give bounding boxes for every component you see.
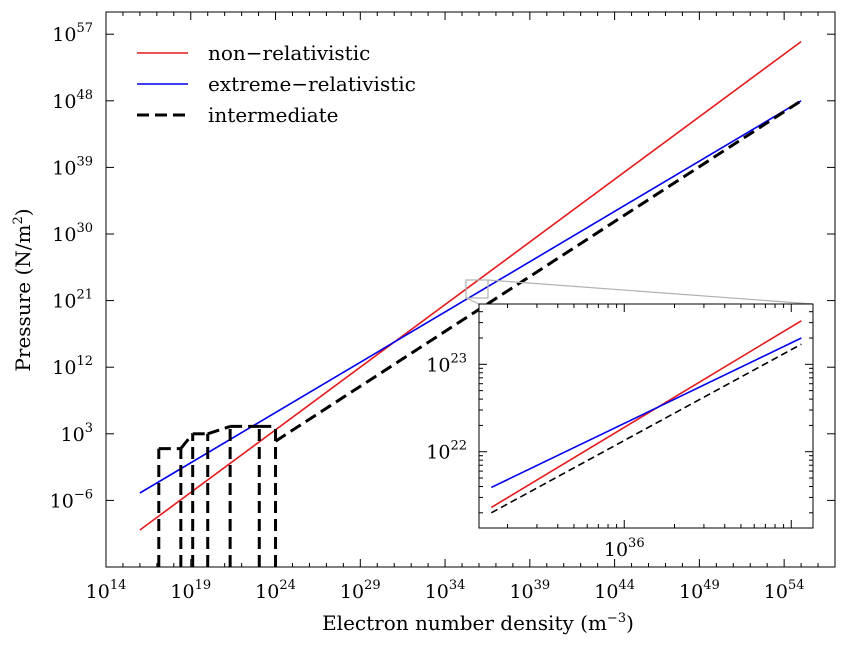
legend-label-extreme-relativistic: extreme−relativistic xyxy=(208,72,416,96)
zoom-indicator xyxy=(465,279,814,305)
x-tick-label: 1014 xyxy=(86,578,127,603)
zoom-connector xyxy=(487,279,814,305)
y-tick-label: 1039 xyxy=(52,154,93,179)
x-axis-title: Electron number density (m−3) xyxy=(322,611,634,635)
x-tick-label: 1029 xyxy=(340,578,381,603)
inset-x-tick-label: 1036 xyxy=(604,536,645,561)
y-tick-label: 103 xyxy=(61,421,93,446)
inset-y-tick-label: 1023 xyxy=(426,351,467,376)
y-tick-label: 10−6 xyxy=(50,487,93,512)
y-tick-label: 1057 xyxy=(52,21,93,46)
zoom-box xyxy=(465,279,489,299)
x-tick-label: 1054 xyxy=(764,578,805,603)
series-line-intermediate xyxy=(274,99,802,443)
intermediate-noise-link xyxy=(179,432,194,450)
inset-y-tick-label: 1022 xyxy=(426,439,467,464)
x-tick-label: 1034 xyxy=(425,578,466,603)
x-tick-label: 1049 xyxy=(679,578,720,603)
legend: non−relativistic extreme−relativistic in… xyxy=(137,41,416,127)
legend-label-intermediate: intermediate xyxy=(208,103,339,127)
intermediate-noise-link xyxy=(207,424,231,436)
x-tick-label: 1019 xyxy=(170,578,211,603)
x-tick-label: 1024 xyxy=(255,578,296,603)
y-tick-label: 1021 xyxy=(52,288,93,313)
x-tick-label: 1039 xyxy=(509,578,550,603)
x-tick-label: 1044 xyxy=(594,578,635,603)
y-tick-label: 1012 xyxy=(52,354,93,379)
series-line-non-relativistic xyxy=(139,40,802,531)
plot-frame xyxy=(105,11,836,568)
inset-series-line-intermediate xyxy=(490,343,802,514)
inset-plot: 1036 1022 1023 xyxy=(426,303,814,561)
y-tick-label: 1048 xyxy=(52,88,93,113)
inset-series-line-extreme-relativistic xyxy=(490,337,802,489)
inset-series-line-non-relativistic xyxy=(490,320,802,509)
y-axis-title: Pressure (N/m2) xyxy=(11,208,35,371)
y-tick-label: 1030 xyxy=(52,221,93,246)
inset-frame xyxy=(478,303,814,529)
legend-label-non-relativistic: non−relativistic xyxy=(208,41,370,65)
main-plot-area: 1014 1019 1024 1029 1034 1039 1044 1049 1054 10−6… xyxy=(50,11,836,603)
zoom-connector xyxy=(465,297,480,305)
